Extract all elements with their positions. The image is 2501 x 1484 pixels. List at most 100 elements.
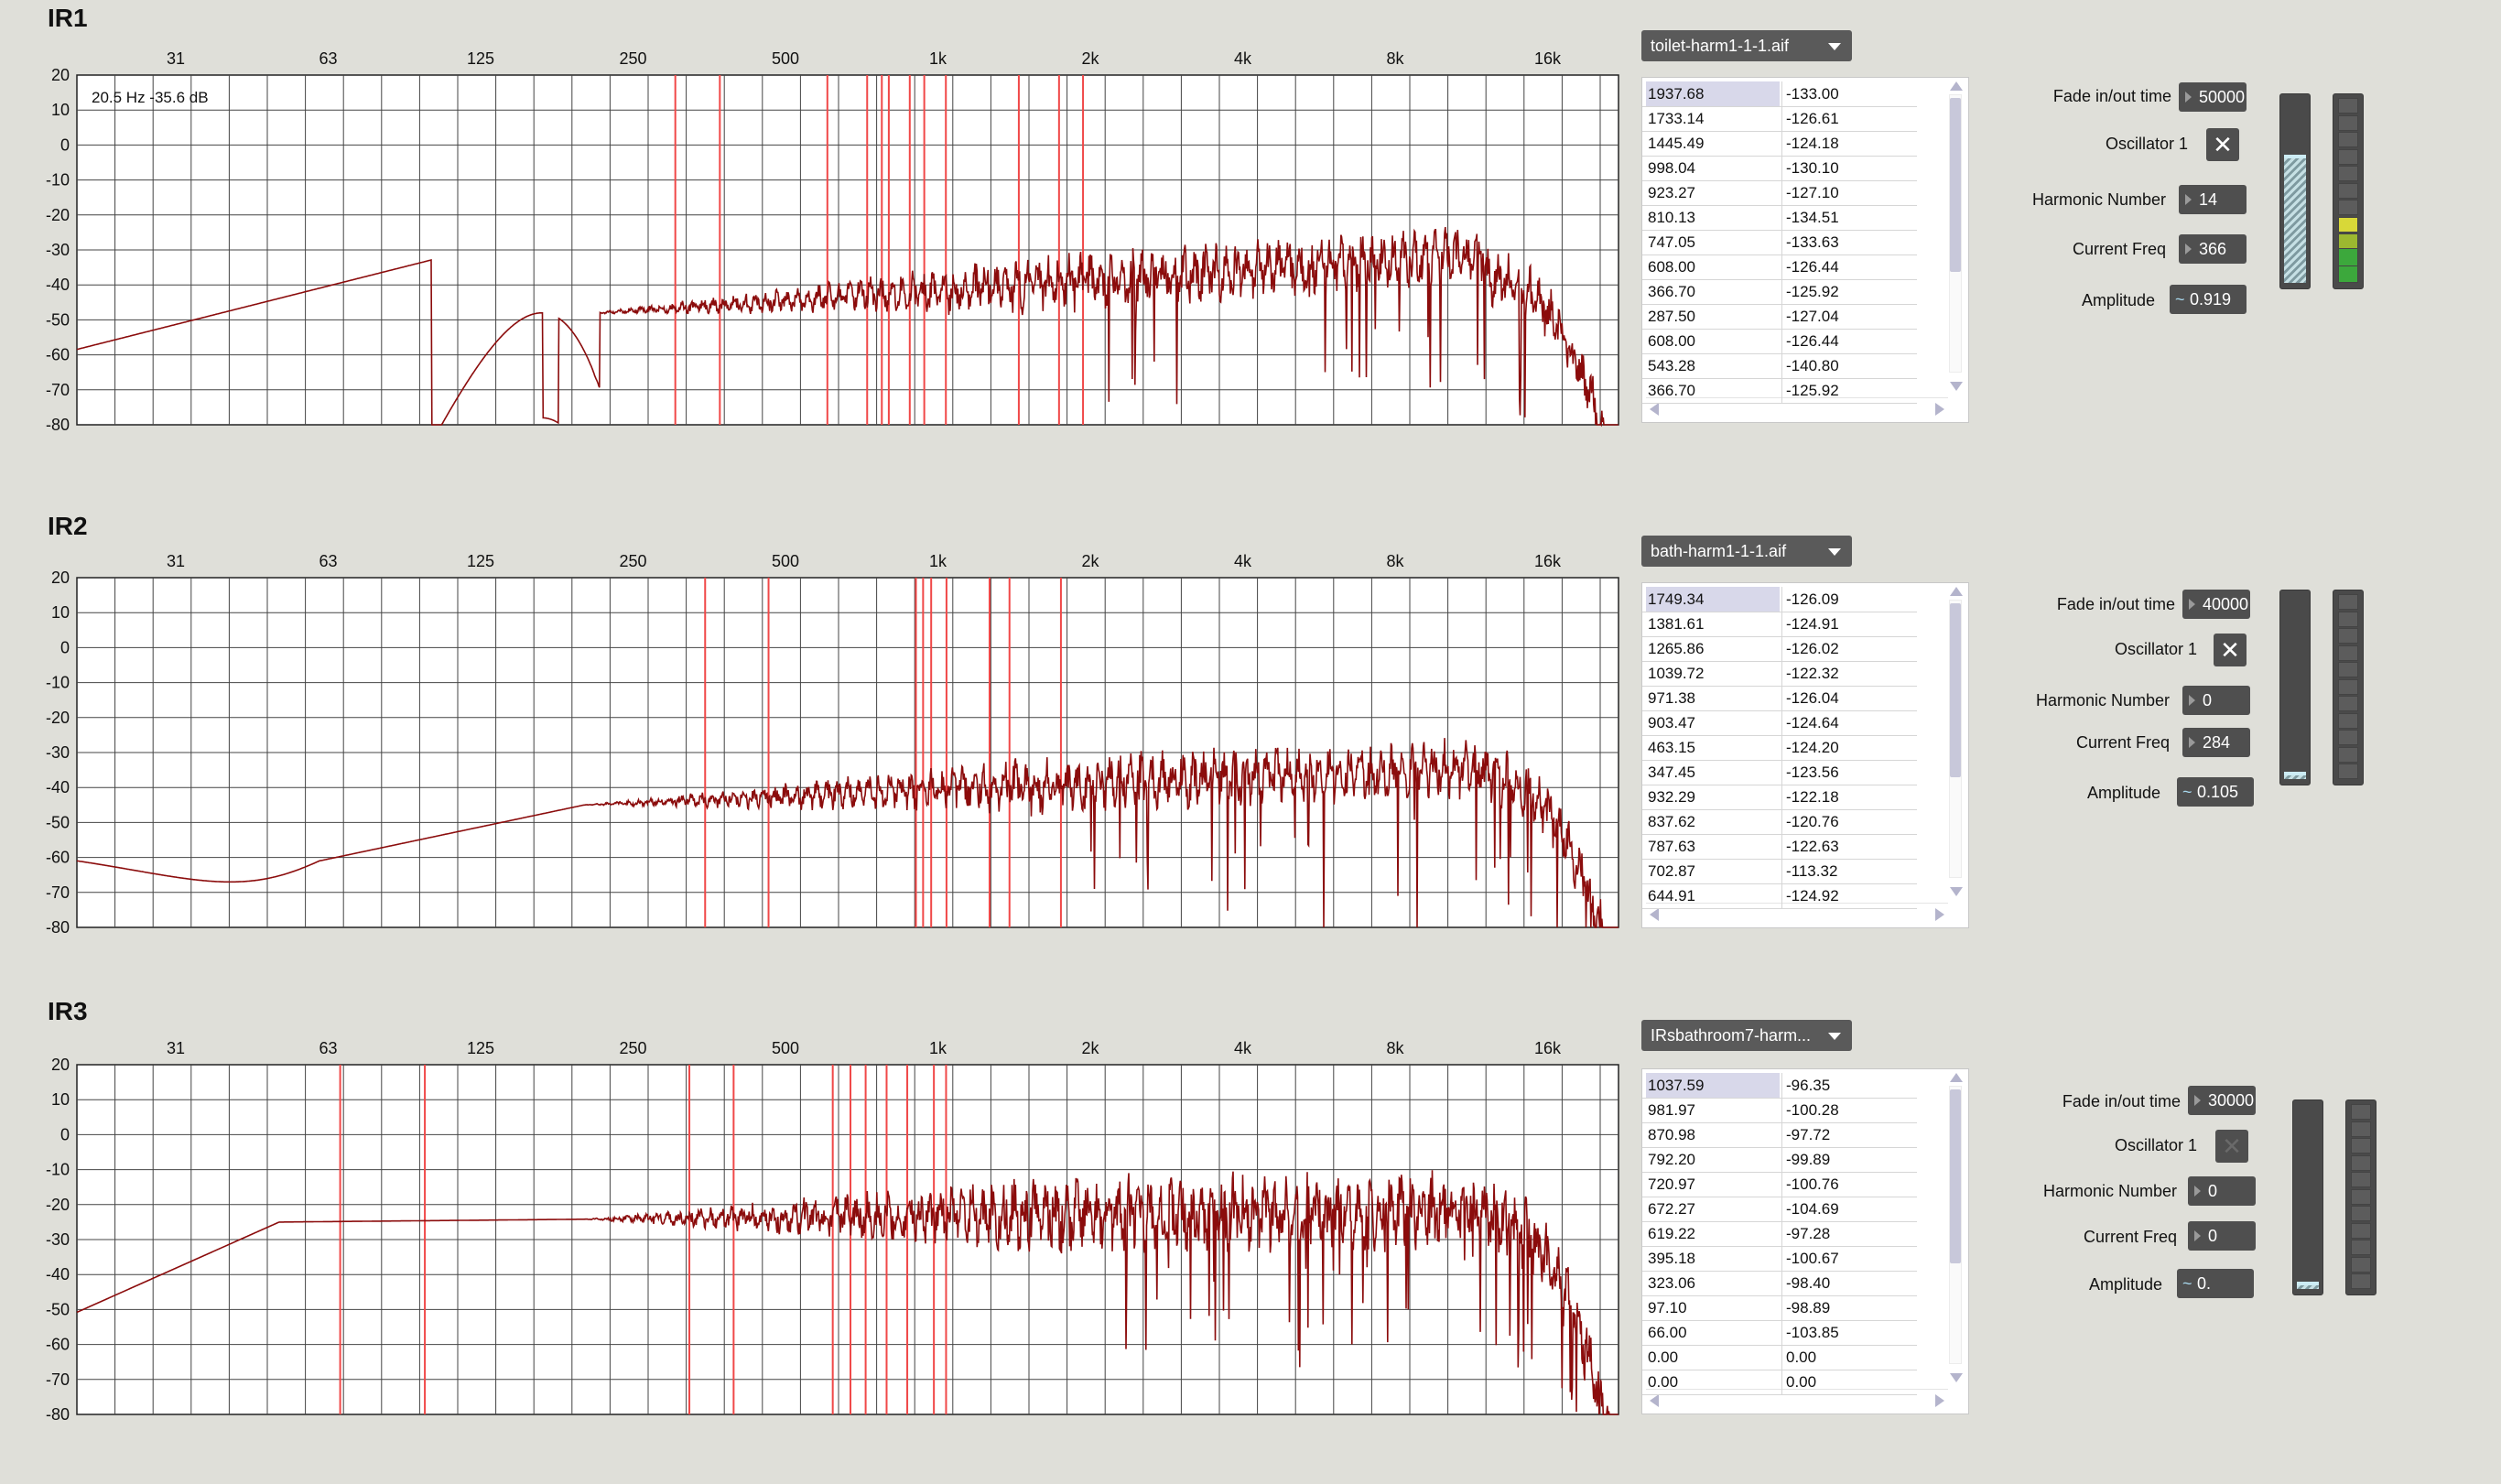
current-freq-box[interactable]: 284 bbox=[2182, 728, 2250, 757]
list-row[interactable]: 747.05 -133.63 bbox=[1642, 230, 1917, 255]
freq-tick-label: 63 bbox=[319, 552, 337, 570]
horizontal-scrollbar[interactable] bbox=[1646, 397, 1948, 418]
scroll-up-arrow-icon[interactable] bbox=[1950, 81, 1963, 91]
vertical-scrollbar[interactable] bbox=[1946, 1073, 1965, 1382]
list-row[interactable]: 1937.68 -133.00 bbox=[1642, 81, 1917, 107]
current-freq-box[interactable]: 366 bbox=[2179, 234, 2247, 264]
fade-time-number-box[interactable]: 40000 bbox=[2182, 590, 2250, 619]
spectrum-plot[interactable]: 20 10 0 -10 -20 -30 -40 -50 -60 -70 -80 31 63 125 250 5… bbox=[0, 0, 1639, 439]
level-cell: -122.63 bbox=[1781, 834, 1917, 859]
list-row[interactable]: 1749.34 -126.09 bbox=[1642, 587, 1917, 612]
fade-time-number-box[interactable]: 50000 bbox=[2179, 82, 2247, 112]
fade-time-number-box[interactable]: 30000 bbox=[2188, 1086, 2256, 1115]
meter-segment bbox=[2338, 132, 2358, 147]
list-row[interactable]: 1265.86 -126.02 bbox=[1642, 636, 1917, 662]
scroll-thumb[interactable] bbox=[1950, 1089, 1961, 1263]
file-select-menu[interactable]: bath-harm1-1-1.aif bbox=[1641, 536, 1852, 567]
list-row[interactable]: 366.70 -125.92 bbox=[1642, 279, 1917, 305]
peak-list[interactable]: 1937.68 -133.00 1733.14 -126.61 1445.49 -124.… bbox=[1641, 77, 1969, 423]
list-row[interactable]: 66.00 -103.85 bbox=[1642, 1320, 1917, 1346]
level-cell: -98.40 bbox=[1781, 1271, 1917, 1295]
list-row[interactable]: 903.47 -124.64 bbox=[1642, 710, 1917, 736]
peak-list[interactable]: 1749.34 -126.09 1381.61 -124.91 1265.86 -126.… bbox=[1641, 582, 1969, 928]
list-row[interactable]: 971.38 -126.04 bbox=[1642, 686, 1917, 711]
list-row[interactable]: 608.00 -126.44 bbox=[1642, 329, 1917, 354]
list-row[interactable]: 619.22 -97.28 bbox=[1642, 1221, 1917, 1247]
scroll-up-arrow-icon[interactable] bbox=[1950, 1073, 1963, 1082]
list-row[interactable]: 720.97 -100.76 bbox=[1642, 1172, 1917, 1197]
spectrum-plot[interactable]: 20 10 0 -10 -20 -30 -40 -50 -60 -70 -80 31 63 125 250 5… bbox=[0, 990, 1639, 1429]
vertical-scrollbar[interactable] bbox=[1946, 587, 1965, 896]
amplitude-slider[interactable] bbox=[2279, 93, 2311, 289]
list-row[interactable]: 702.87 -113.32 bbox=[1642, 859, 1917, 884]
harmonic-number-box[interactable]: 14 bbox=[2179, 185, 2247, 214]
list-row[interactable]: 323.06 -98.40 bbox=[1642, 1271, 1917, 1296]
list-row[interactable]: 543.28 -140.80 bbox=[1642, 353, 1917, 379]
frequency-cell: 366.70 bbox=[1648, 283, 1695, 300]
oscillator-toggle[interactable]: ✕ bbox=[2215, 1130, 2248, 1163]
list-row[interactable]: 998.04 -130.10 bbox=[1642, 156, 1917, 181]
amplitude-box[interactable]: ~0.919 bbox=[2170, 285, 2247, 314]
scroll-down-arrow-icon[interactable] bbox=[1950, 887, 1963, 896]
list-row[interactable]: 0.00 0.00 bbox=[1642, 1345, 1917, 1370]
list-row[interactable]: 1445.49 -124.18 bbox=[1642, 131, 1917, 157]
list-row[interactable]: 608.00 -126.44 bbox=[1642, 255, 1917, 280]
list-row[interactable]: 672.27 -104.69 bbox=[1642, 1197, 1917, 1222]
meter-segment bbox=[2351, 1121, 2371, 1137]
horizontal-scrollbar[interactable] bbox=[1646, 1389, 1948, 1410]
spectrum-trace bbox=[76, 227, 1619, 428]
freq-tick-label: 125 bbox=[467, 1039, 494, 1057]
harmonic-number-box[interactable]: 0 bbox=[2188, 1176, 2256, 1206]
amplitude-slider[interactable] bbox=[2292, 1099, 2323, 1295]
horizontal-scrollbar[interactable] bbox=[1646, 903, 1948, 924]
scroll-down-arrow-icon[interactable] bbox=[1950, 1373, 1963, 1382]
list-row[interactable]: 1381.61 -124.91 bbox=[1642, 612, 1917, 637]
list-row[interactable]: 981.97 -100.28 bbox=[1642, 1098, 1917, 1123]
amplitude-slider[interactable] bbox=[2279, 590, 2311, 785]
list-row[interactable]: 1733.14 -126.61 bbox=[1642, 106, 1917, 132]
list-row[interactable]: 870.98 -97.72 bbox=[1642, 1122, 1917, 1148]
list-row[interactable]: 923.27 -127.10 bbox=[1642, 180, 1917, 206]
list-row[interactable]: 463.15 -124.20 bbox=[1642, 735, 1917, 761]
scroll-left-arrow-icon[interactable] bbox=[1650, 1394, 1659, 1407]
vertical-scrollbar[interactable] bbox=[1946, 81, 1965, 391]
scroll-thumb[interactable] bbox=[1950, 603, 1961, 777]
file-select-menu[interactable]: IRsbathroom7-harm... bbox=[1641, 1020, 1852, 1051]
peak-list[interactable]: 1037.59 -96.35 981.97 -100.28 870.98 -97.72 79… bbox=[1641, 1068, 1969, 1414]
list-row[interactable]: 347.45 -123.56 bbox=[1642, 760, 1917, 785]
scroll-right-arrow-icon[interactable] bbox=[1935, 403, 1944, 416]
scroll-left-arrow-icon[interactable] bbox=[1650, 908, 1659, 921]
spectrum-plot[interactable]: 20 10 0 -10 -20 -30 -40 -50 -60 -70 -80 31 63 125 250 5… bbox=[0, 503, 1639, 942]
scroll-left-arrow-icon[interactable] bbox=[1650, 403, 1659, 416]
oscillator-toggle[interactable]: ✕ bbox=[2206, 128, 2239, 161]
list-row[interactable]: 644.91 -124.92 bbox=[1642, 883, 1917, 909]
level-cell: -113.32 bbox=[1781, 859, 1917, 883]
current-freq-box[interactable]: 0 bbox=[2188, 1221, 2256, 1251]
list-row[interactable]: 287.50 -127.04 bbox=[1642, 304, 1917, 330]
list-row[interactable]: 1039.72 -122.32 bbox=[1642, 661, 1917, 687]
harmonic-number-box[interactable]: 0 bbox=[2182, 686, 2250, 715]
db-tick-label: 10 bbox=[51, 603, 70, 622]
scroll-up-arrow-icon[interactable] bbox=[1950, 587, 1963, 596]
scroll-down-arrow-icon[interactable] bbox=[1950, 382, 1963, 391]
scroll-right-arrow-icon[interactable] bbox=[1935, 1394, 1944, 1407]
scroll-right-arrow-icon[interactable] bbox=[1935, 908, 1944, 921]
list-row[interactable]: 395.18 -100.67 bbox=[1642, 1246, 1917, 1272]
list-row[interactable]: 837.62 -120.76 bbox=[1642, 809, 1917, 835]
list-row[interactable]: 0.00 0.00 bbox=[1642, 1370, 1917, 1395]
file-select-menu[interactable]: toilet-harm1-1-1.aif bbox=[1641, 30, 1852, 61]
list-row[interactable]: 787.63 -122.63 bbox=[1642, 834, 1917, 860]
number-arrow-icon bbox=[2189, 737, 2195, 748]
oscillator-toggle[interactable]: ✕ bbox=[2214, 634, 2247, 666]
amplitude-box[interactable]: ~0. bbox=[2177, 1269, 2254, 1298]
list-row[interactable]: 810.13 -134.51 bbox=[1642, 205, 1917, 231]
scroll-thumb[interactable] bbox=[1950, 98, 1961, 272]
list-row[interactable]: 366.70 -125.92 bbox=[1642, 378, 1917, 404]
close-x-icon: ✕ bbox=[2220, 636, 2240, 664]
list-row[interactable]: 1037.59 -96.35 bbox=[1642, 1073, 1917, 1099]
number-arrow-icon bbox=[2194, 1230, 2201, 1241]
amplitude-box[interactable]: ~0.105 bbox=[2177, 777, 2254, 807]
list-row[interactable]: 792.20 -99.89 bbox=[1642, 1147, 1917, 1173]
list-row[interactable]: 97.10 -98.89 bbox=[1642, 1295, 1917, 1321]
list-row[interactable]: 932.29 -122.18 bbox=[1642, 785, 1917, 810]
